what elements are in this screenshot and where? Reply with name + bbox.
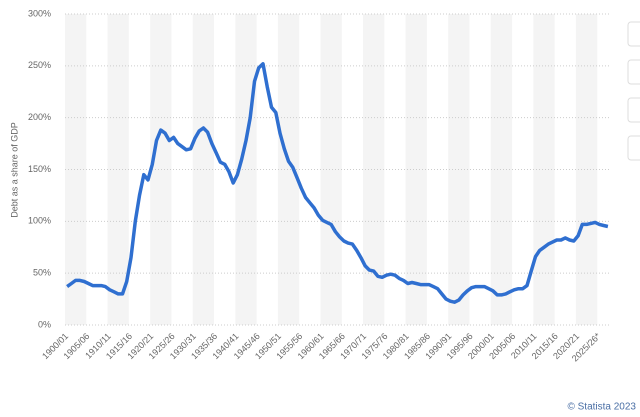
tool-button[interactable] <box>627 97 640 123</box>
y-tick-label: 150% <box>28 164 51 174</box>
stripe <box>533 14 555 325</box>
y-tick-label: 100% <box>28 216 51 226</box>
stripe <box>320 14 342 325</box>
y-tick-label: 0% <box>38 319 51 329</box>
y-tick-label: 50% <box>33 268 51 278</box>
y-tick-label: 300% <box>28 8 51 18</box>
y-tick-label: 200% <box>28 112 51 122</box>
stripe <box>65 14 87 325</box>
tool-button[interactable] <box>627 59 640 85</box>
stripe <box>107 14 129 325</box>
stripe <box>490 14 513 325</box>
y-tick-label: 250% <box>28 60 51 70</box>
tool-button[interactable] <box>627 135 640 161</box>
stripe <box>277 14 300 325</box>
tool-button[interactable] <box>627 21 640 47</box>
source[interactable]: © Statista 2023 <box>567 402 636 413</box>
y-axis-title: Debt as a share of GDP <box>9 122 19 218</box>
stripe <box>575 14 598 325</box>
plot: 0%50%100%150%200%250%300%1900/011905/061… <box>28 8 610 364</box>
toolbar <box>627 21 640 161</box>
line <box>66 62 609 304</box>
stripe <box>363 14 385 325</box>
stripe <box>150 14 172 325</box>
